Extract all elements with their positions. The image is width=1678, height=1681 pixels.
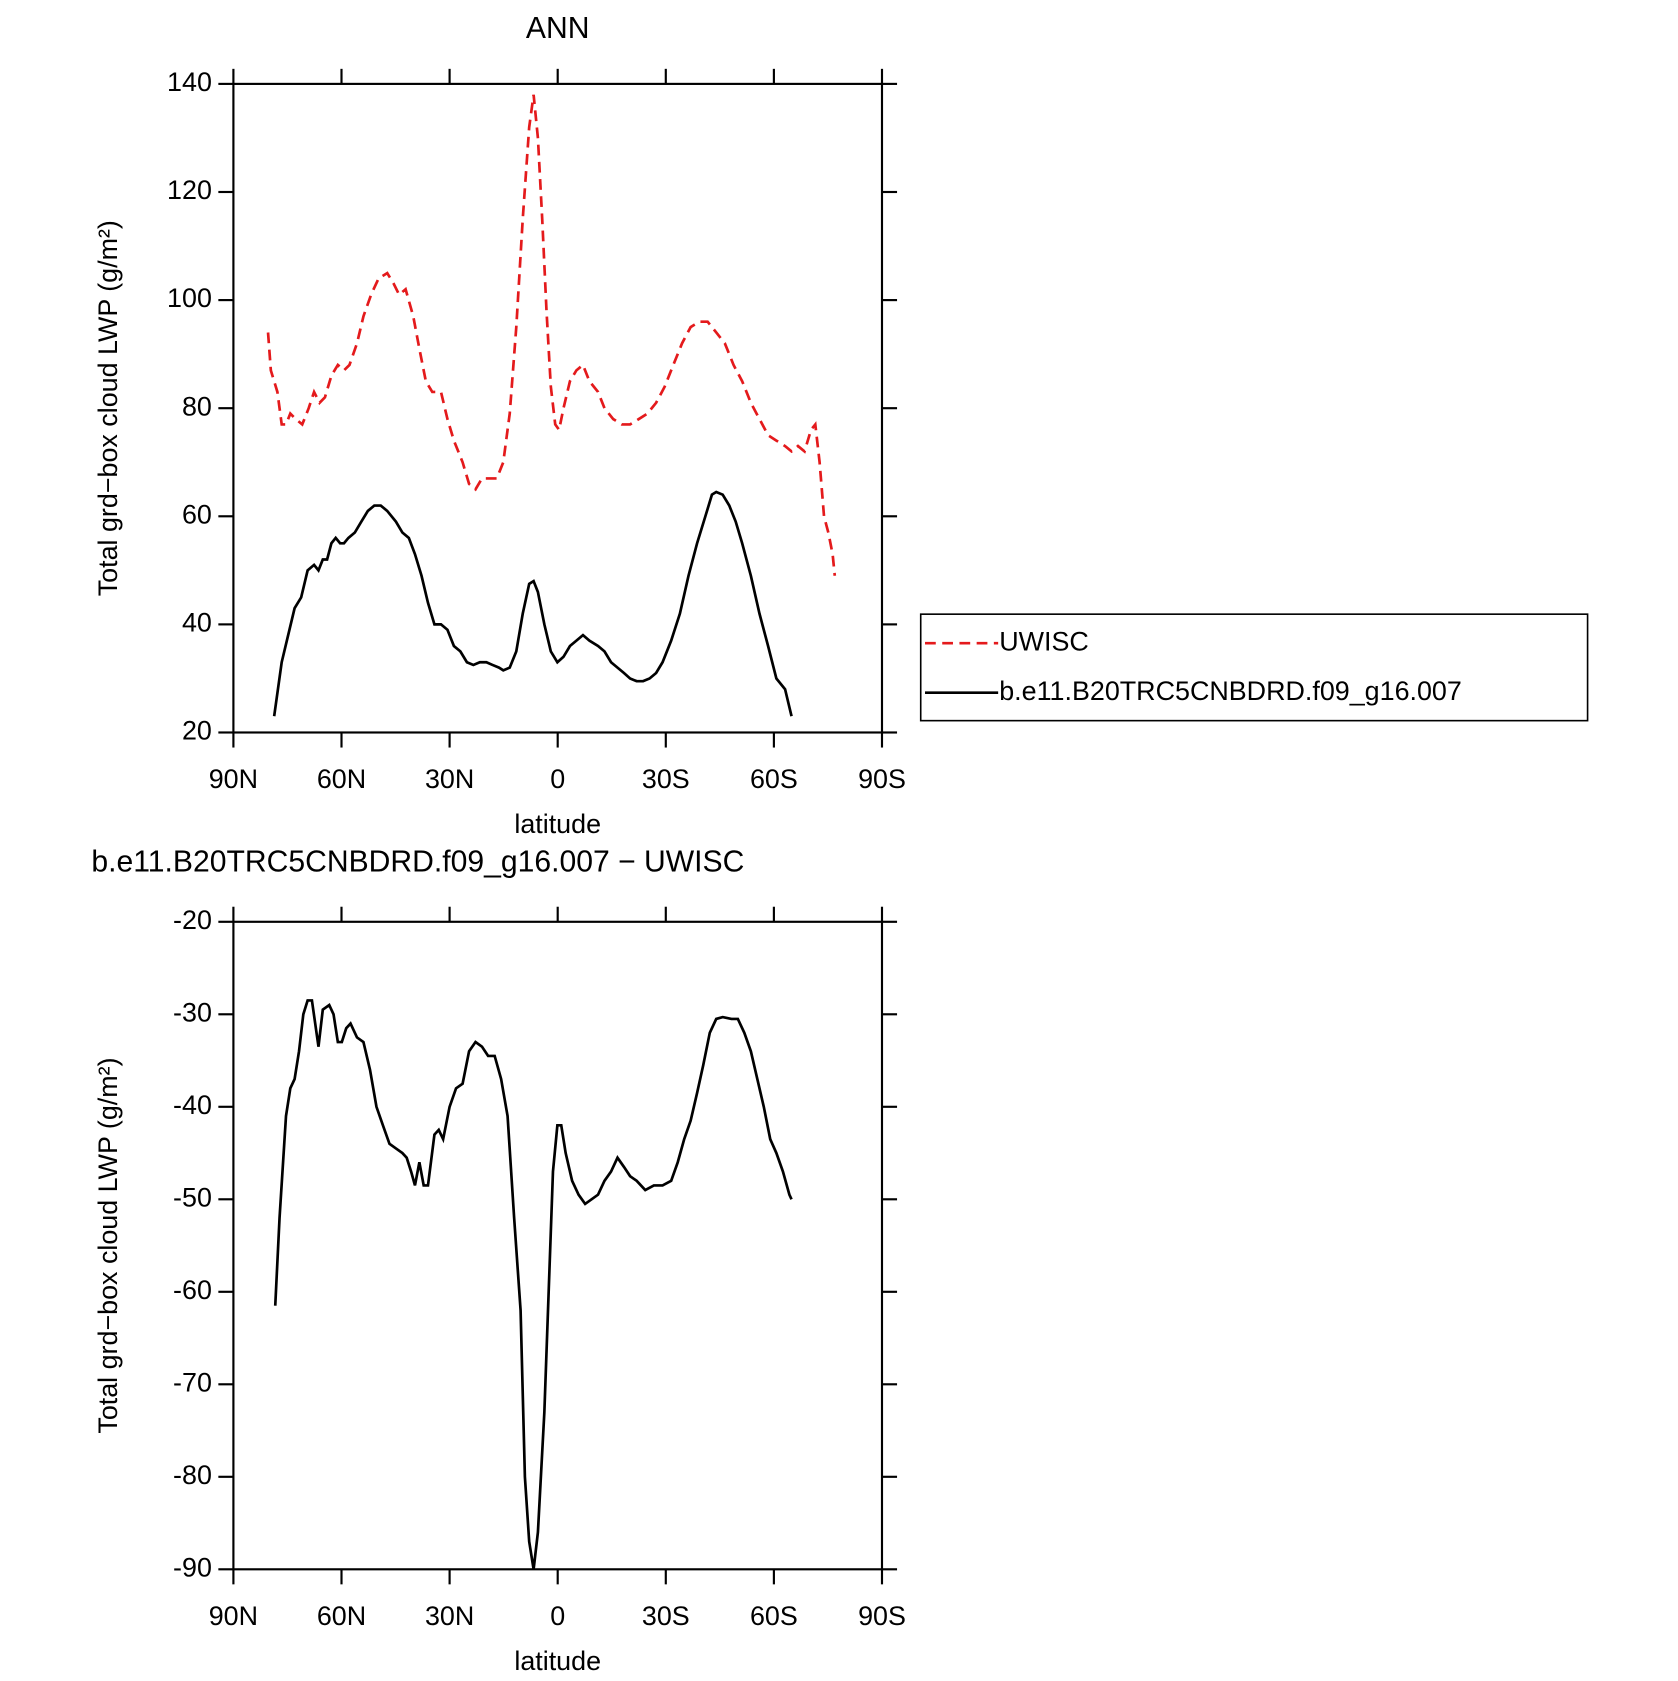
y-tick-label: -60	[173, 1275, 212, 1305]
plot-frame	[232, 920, 884, 1571]
x-tick-label: 60N	[317, 764, 366, 794]
x-tick-label: 60N	[317, 1601, 366, 1631]
plot-frame	[232, 82, 884, 734]
x-tick-label: 0	[550, 764, 565, 794]
legend-label: b.e11.B20TRC5CNBDRD.f09_g16.007	[999, 676, 1462, 706]
x-tick-label: 90S	[858, 764, 906, 794]
x-axis-label: latitude	[514, 1646, 601, 1676]
x-tick-label: 30N	[425, 1601, 474, 1631]
y-tick-label: 120	[167, 175, 212, 205]
series-line	[273, 999, 793, 1570]
y-tick-label: -70	[173, 1367, 212, 1397]
legend-label: UWISC	[999, 626, 1089, 656]
x-tick-label: 30S	[642, 764, 690, 794]
y-tick-label: 100	[167, 283, 212, 313]
chart-title: b.e11.B20TRC5CNBDRD.f09_g16.007 − UWISC	[91, 846, 744, 879]
x-tick-label: 60S	[750, 764, 798, 794]
legend-box	[919, 613, 1589, 722]
y-tick-label: 140	[167, 67, 212, 97]
series-line	[272, 490, 793, 717]
series-line	[266, 94, 837, 576]
x-axis-label: latitude	[514, 809, 601, 839]
x-tick-label: 90S	[858, 1601, 906, 1631]
x-tick-label: 90N	[209, 764, 258, 794]
figure-body: ANN 20 40 60 80 100 120 140 90N 60N 30N 0 30S 60S 90S l…	[91, 12, 1589, 1676]
y-tick-label: -90	[173, 1552, 212, 1582]
y-tick-label: -20	[173, 905, 212, 935]
y-axis-label: Total grd−box cloud LWP (g/m²)	[93, 220, 123, 596]
y-axis-label: Total grd−box cloud LWP (g/m²)	[93, 1057, 123, 1433]
y-tick-label: 20	[182, 716, 212, 746]
chart-title: ANN	[526, 12, 590, 45]
y-tick-label: -80	[173, 1460, 212, 1490]
x-tick-label: 30S	[642, 1601, 690, 1631]
y-tick-label: 40	[182, 607, 212, 637]
x-tick-label: 30N	[425, 764, 474, 794]
y-tick-label: -30	[173, 997, 212, 1027]
x-tick-label: 90N	[209, 1601, 258, 1631]
x-tick-label: 0	[550, 1601, 565, 1631]
y-tick-label: 60	[182, 499, 212, 529]
y-tick-label: 80	[182, 391, 212, 421]
y-tick-label: -50	[173, 1182, 212, 1212]
x-tick-label: 60S	[750, 1601, 798, 1631]
y-tick-label: -40	[173, 1090, 212, 1120]
